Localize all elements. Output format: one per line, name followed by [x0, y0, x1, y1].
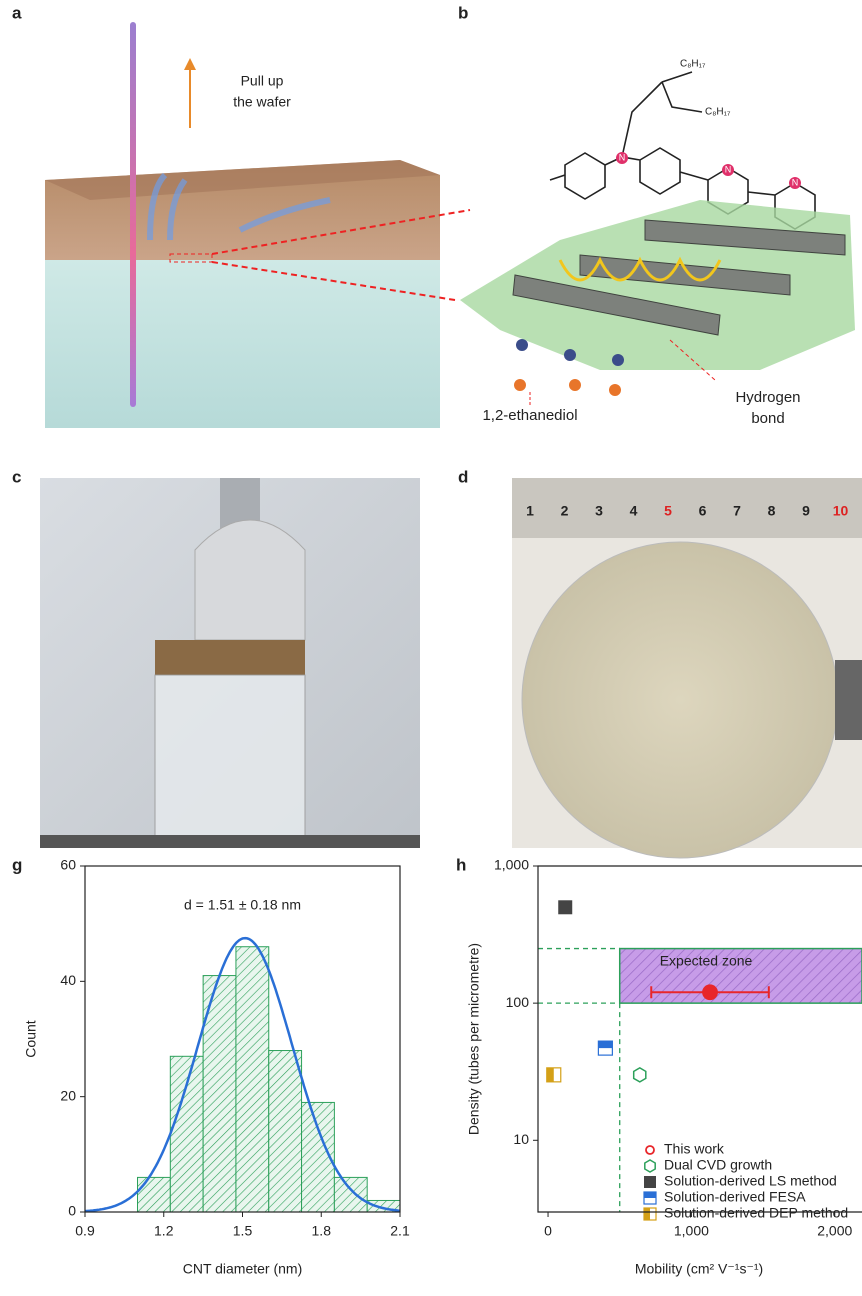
base	[40, 835, 420, 848]
marker	[558, 900, 572, 914]
y-axis-label: Density (tubes per micrometre)	[466, 943, 482, 1135]
annotation: Hydrogen	[735, 389, 800, 406]
bar	[138, 1177, 171, 1212]
cuvette	[155, 675, 305, 845]
panel-label: g	[12, 855, 22, 874]
x-tick-label: 1.5	[233, 1223, 253, 1239]
wafer	[130, 22, 136, 407]
zone-label: Expected zone	[660, 952, 753, 968]
ruler-number: 3	[595, 503, 603, 519]
wafer-photo	[522, 542, 838, 858]
panel-a: a Pull up the wafer	[12, 3, 470, 428]
chart-title: d = 1.51 ± 0.18 nm	[184, 897, 301, 913]
atom-label: N	[725, 164, 732, 174]
y-tick-label: 20	[60, 1087, 76, 1103]
ruler-number: 2	[561, 503, 569, 519]
annotation: 1,2-ethanediol	[482, 407, 577, 424]
annotation: Pull up	[241, 73, 284, 89]
figure: a Pull up the wafer b C₈H₁₇ C₈H₁₇ N N N …	[0, 0, 862, 1296]
ruler-number: 7	[733, 503, 741, 519]
chart-h: Expected zoneThis workDual CVD growthSol…	[456, 855, 862, 1276]
bar	[236, 947, 269, 1212]
panel-label: b	[458, 3, 468, 22]
x-tick-label: 0	[544, 1223, 552, 1239]
ruler-number: 6	[699, 503, 707, 519]
legend-label: Solution-derived FESA	[664, 1189, 806, 1205]
marker-fill	[644, 1208, 650, 1220]
pull-arrowhead	[184, 58, 196, 70]
panel-c: c	[12, 467, 420, 848]
legend-marker	[644, 1176, 656, 1188]
legend-marker	[644, 1208, 656, 1220]
panel-d: d 1234567891011	[458, 467, 862, 858]
y-tick-label: 0	[68, 1203, 76, 1219]
ruler-number: 4	[630, 503, 638, 519]
bar	[170, 1056, 203, 1212]
page: a Pull up the wafer b C₈H₁₇ C₈H₁₇ N N N …	[0, 0, 862, 1296]
legend-label: Dual CVD growth	[664, 1157, 772, 1173]
annotation: bond	[751, 410, 784, 427]
legend-marker	[644, 1192, 656, 1204]
x-tick-label: 2.1	[390, 1223, 410, 1239]
panel-label: c	[12, 467, 21, 486]
ruler-number: 10	[833, 503, 849, 519]
panel-label: d	[458, 467, 468, 486]
y-tick-label: 100	[506, 994, 530, 1010]
charts: d = 1.51 ± 0.18 nm g 0 20 40 60 0.9 1.2 1.5 1.8 2.…	[12, 855, 862, 1276]
panel-b: b C₈H₁₇ C₈H₁₇ N N N 1,2-ethanediol Hydro…	[458, 3, 855, 426]
atom-label: N	[792, 177, 799, 187]
bar	[269, 1051, 302, 1212]
x-tick-label: 0.9	[75, 1223, 95, 1239]
film-photo	[155, 640, 305, 675]
marker	[547, 1068, 561, 1082]
ruler-number: 1	[526, 503, 534, 519]
legend-marker	[646, 1146, 654, 1154]
legend-label: Solution-derived LS method	[664, 1173, 837, 1189]
atom-label: N	[619, 152, 626, 162]
y-tick-label: 60	[60, 857, 76, 873]
panel-label: h	[456, 855, 466, 874]
panel-label: a	[12, 3, 22, 22]
x-axis-label: Mobility (cm² V⁻¹s⁻¹)	[635, 1261, 763, 1277]
ruler-number: 8	[768, 503, 776, 519]
y-tick-label: 1,000	[494, 857, 529, 873]
y-tick-label: 10	[513, 1131, 529, 1147]
x-tick-label: 1.2	[154, 1223, 174, 1239]
wafer-photo	[195, 520, 305, 640]
legend-marker	[645, 1160, 655, 1172]
annotation: the wafer	[233, 94, 291, 110]
solvent	[45, 260, 440, 428]
chart-g: d = 1.51 ± 0.18 nm g 0 20 40 60 0.9 1.2 1.5 1.8 2.…	[12, 855, 410, 1276]
legend-label: This work	[664, 1141, 725, 1157]
x-axis-label: CNT diameter (nm)	[183, 1261, 303, 1277]
x-tick-label: 1,000	[674, 1223, 709, 1239]
ruler-number: 9	[802, 503, 810, 519]
marker	[703, 985, 717, 999]
x-tick-label: 1.8	[312, 1223, 332, 1239]
marker	[598, 1041, 612, 1055]
side-chain: C₈H₁₇	[680, 59, 706, 70]
ruler-number: 5	[664, 503, 672, 519]
marker	[634, 1068, 646, 1082]
y-axis-label: Count	[23, 1020, 39, 1057]
marker-fill	[598, 1041, 612, 1048]
x-tick-label: 2,000	[817, 1223, 852, 1239]
side-chain: C₈H₁₇	[705, 107, 731, 118]
tweezer	[835, 660, 862, 740]
marker-fill	[547, 1068, 554, 1082]
marker-fill	[644, 1192, 656, 1198]
bar	[334, 1177, 367, 1212]
y-tick-label: 40	[60, 972, 76, 988]
